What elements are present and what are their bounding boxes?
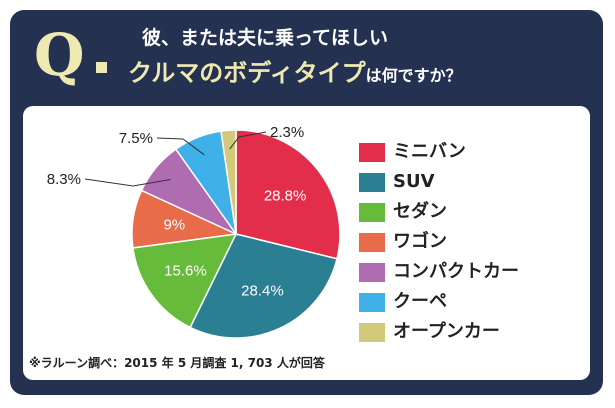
question-header: Q 彼、または夫に乗ってほしい クルマのボディタイプは何ですか？ [10, 10, 603, 94]
legend-label: ワゴン [393, 231, 447, 252]
pie-slice-label-1: 28.4% [241, 283, 284, 300]
question-emphasis: クルマのボディタイプ [128, 59, 366, 87]
survey-card: Q 彼、または夫に乗ってほしい クルマのボディタイプは何ですか？ 28.8% 28… [10, 10, 603, 395]
question-mark-dot [96, 62, 107, 73]
pie-slice-label-3: 9% [163, 217, 185, 234]
pie-callout-label-6: 2.3% [270, 124, 304, 141]
legend-swatch [359, 263, 385, 282]
legend-swatch [359, 293, 385, 312]
legend-item-3: ワゴン [359, 229, 589, 259]
legend-swatch [359, 173, 385, 192]
legend-label: セダン [393, 201, 447, 222]
legend-label: ミニバン [393, 141, 466, 162]
pie-slice-label-2: 15.6% [164, 263, 207, 280]
legend-swatch [359, 143, 385, 162]
question-line-1: 彼、または夫に乗ってほしい [142, 27, 389, 49]
legend-item-0: ミニバン [359, 139, 589, 169]
legend-item-5: クーペ [359, 289, 589, 319]
legend-label: オープンカー [393, 321, 500, 342]
pie-callout-label-4: 8.3% [47, 171, 81, 188]
legend-label: クーペ [393, 291, 447, 312]
legend-swatch [359, 233, 385, 252]
legend-item-1: SUV [359, 169, 589, 199]
legend-label: コンパクトカー [393, 261, 519, 282]
pie-slice-6 [220, 129, 237, 235]
legend-label: SUV [393, 171, 435, 192]
chart-legend: ミニバン SUV セダンワゴンコンパクトカー クーペオープンカー [359, 139, 589, 349]
legend-swatch [359, 203, 385, 222]
legend-item-4: コンパクトカー [359, 259, 589, 289]
pie-callout-line-4 [84, 178, 171, 187]
question-suffix: は何ですか？ [365, 66, 462, 85]
pie-slice-2 [132, 233, 238, 329]
pie-slice-label-0: 28.8% [264, 188, 307, 205]
pie-slice-1 [189, 233, 338, 339]
pie-slice-0 [235, 129, 341, 260]
chart-panel: 28.8% 28.4% 15.6% 9% 8.3% 7.5% 2.3% ミニバン SUV セダン… [23, 106, 590, 380]
question-line-2: クルマのボディタイプは何ですか？ [128, 57, 462, 92]
pie-callout-label-5: 7.5% [119, 130, 153, 147]
legend-item-2: セダン [359, 199, 589, 229]
legend-item-6: オープンカー [359, 319, 589, 349]
legend-swatch [359, 323, 385, 342]
question-mark-letter: Q [34, 21, 85, 89]
pie-chart: 28.8% 28.4% 15.6% 9% 8.3% 7.5% 2.3% [47, 124, 341, 339]
source-footnote: ※ラルーン調べ：2015 年 5 月調査 1, 703 人が回答 [29, 356, 325, 370]
pie-callout-line-5 [156, 137, 205, 156]
pie-callout-line-6 [229, 131, 267, 150]
